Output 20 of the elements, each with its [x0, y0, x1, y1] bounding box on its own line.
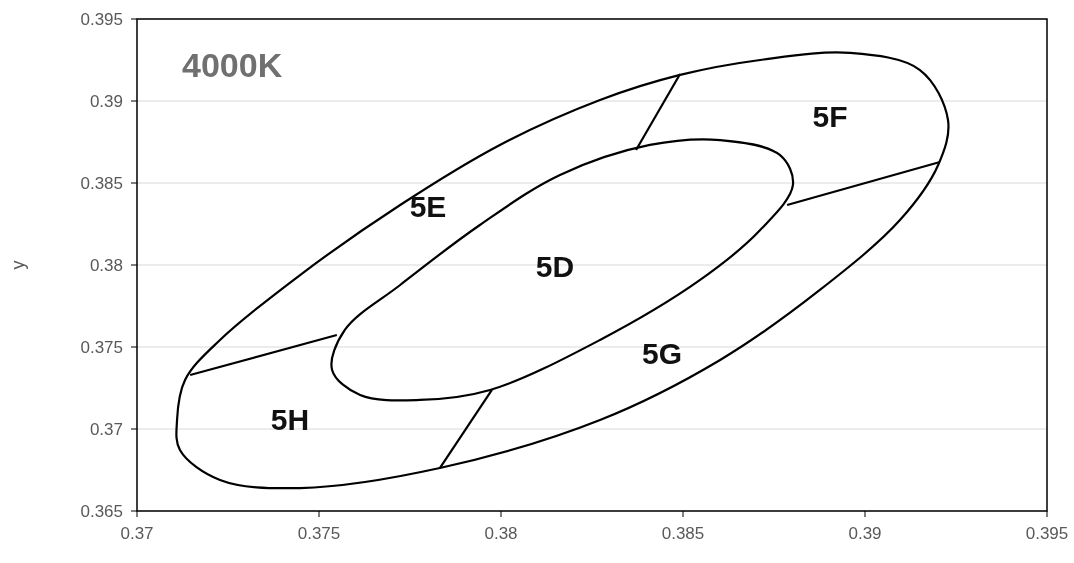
annotation: 5F — [812, 100, 848, 133]
x-tick-label: 0.37 — [120, 524, 154, 543]
annotation: 5G — [641, 337, 683, 370]
y-tick-label: 0.37 — [89, 420, 123, 439]
y-tick-label: 0.395 — [80, 10, 123, 29]
text: 4000K — [182, 46, 283, 84]
y-tick-label: 0.39 — [89, 92, 123, 111]
annotation: 5E — [409, 190, 447, 223]
y-axis-title: y — [8, 260, 28, 270]
x-tick-label: 0.39 — [848, 524, 882, 543]
y-tick-label: 0.385 — [80, 174, 123, 193]
y-tick-label: 0.38 — [89, 256, 123, 275]
x-tick-label: 0.375 — [297, 524, 341, 543]
y-tick-label: 0.365 — [80, 502, 123, 521]
x-tick-label: 0.385 — [661, 524, 705, 543]
annotation: 5D — [535, 250, 575, 283]
x-tick-label: 0.395 — [1025, 524, 1069, 543]
annotation: 5H — [270, 403, 310, 436]
y-tick-label: 0.375 — [80, 338, 123, 357]
x-tick-label: 0.38 — [484, 524, 518, 543]
